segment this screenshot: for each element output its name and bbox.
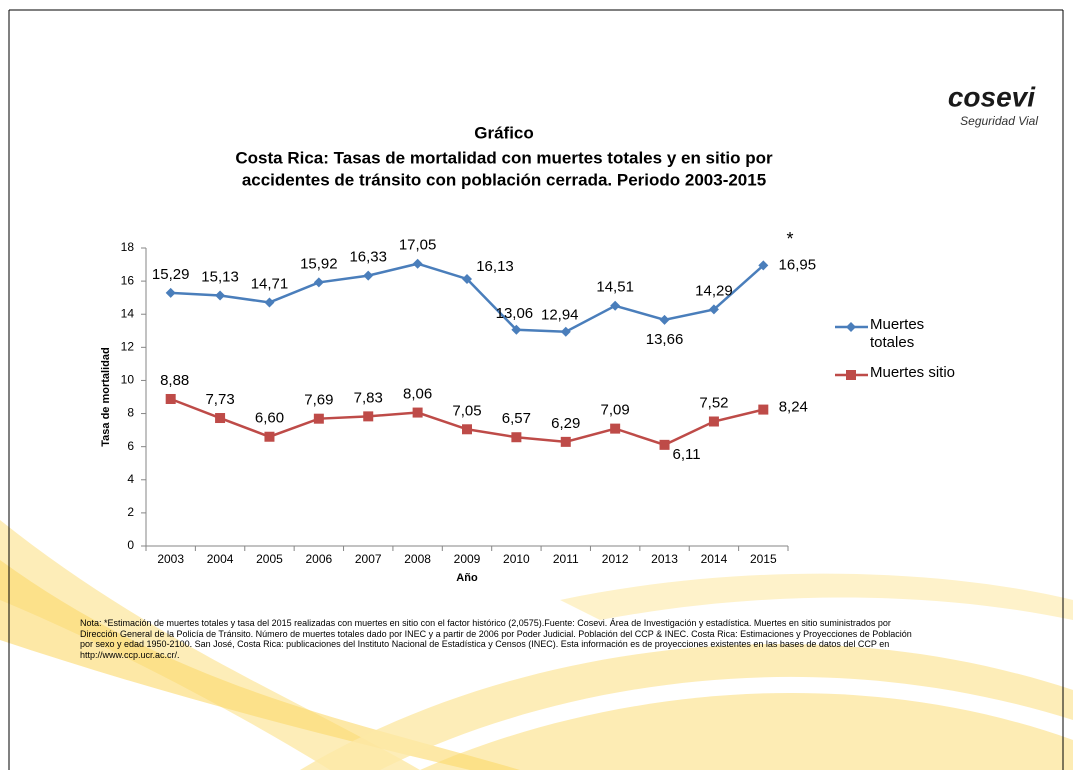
data-label: 14,71 [251, 275, 289, 292]
chart-subtitle: accidentes de tránsito con población cer… [242, 170, 766, 189]
legend-marker [846, 370, 856, 380]
data-label: 17,05 [399, 237, 437, 254]
data-label: 7,52 [699, 394, 728, 411]
data-label: 7,83 [354, 389, 383, 406]
data-label: 6,60 [255, 410, 284, 427]
point [560, 326, 571, 337]
x-tick-label: 2008 [404, 552, 431, 566]
point [412, 407, 423, 418]
x-tick-label: 2011 [553, 552, 579, 566]
point [215, 290, 226, 301]
logo-text: cosevi [948, 81, 1036, 112]
y-tick-label: 4 [127, 472, 134, 486]
x-tick-label: 2004 [207, 552, 234, 566]
data-label: 6,11 [672, 446, 700, 463]
x-tick-label: 2012 [602, 552, 629, 566]
legend-marker [846, 322, 856, 332]
y-axis-label: Tasa de mortalidad [100, 347, 112, 446]
series-line [170, 262, 765, 334]
data-label: 13,06 [496, 305, 534, 322]
legend-label: Muertes sitio [870, 364, 956, 381]
x-tick-label: 2014 [701, 552, 728, 566]
point [363, 411, 374, 422]
data-label: 16,33 [349, 249, 387, 266]
point [708, 304, 719, 315]
data-label: 12,94 [541, 307, 579, 324]
x-tick-label: 2003 [157, 552, 184, 566]
y-tick-label: 12 [121, 340, 135, 354]
point [610, 423, 621, 434]
slide-border [8, 9, 1064, 770]
point [215, 413, 226, 424]
data-label: 14,29 [695, 282, 733, 299]
data-label: 8,06 [403, 386, 432, 403]
data-label: 6,29 [551, 415, 580, 432]
y-tick-label: 0 [127, 538, 134, 552]
point [462, 273, 472, 284]
point [560, 436, 571, 447]
background-swoosh [0, 520, 1073, 770]
chart-title: Gráfico [474, 123, 534, 142]
x-axis-label: Año [456, 572, 478, 584]
legend-label: Muertes totales [870, 316, 925, 351]
y-tick-label: 16 [121, 273, 135, 287]
y-tick-label: 18 [121, 240, 135, 254]
point [610, 300, 621, 311]
point [363, 270, 374, 281]
point [511, 432, 522, 443]
point [758, 260, 769, 271]
point [659, 439, 670, 450]
point [165, 287, 176, 298]
data-label: 15,92 [300, 255, 338, 272]
data-label: 7,05 [452, 402, 481, 419]
data-label: 8,88 [160, 372, 189, 389]
x-tick-label: 2007 [355, 552, 382, 566]
data-label: 13,66 [646, 331, 684, 348]
point [462, 424, 472, 435]
point [659, 314, 670, 325]
data-label: 7,73 [205, 391, 234, 408]
point [313, 277, 324, 288]
point [264, 431, 275, 442]
data-label: 8,24 [779, 399, 808, 416]
data-label: 15,13 [201, 268, 239, 285]
data-label: 6,57 [502, 410, 531, 427]
point [758, 404, 769, 415]
y-tick-label: 10 [121, 373, 135, 387]
data-label: 16,13 [476, 258, 514, 275]
point [313, 413, 324, 424]
data-label: 7,09 [601, 402, 630, 419]
x-tick-label: 2005 [256, 552, 283, 566]
data-label: 16,95 [779, 256, 817, 273]
data-label: 14,51 [596, 279, 634, 296]
point [511, 324, 522, 335]
x-tick-label: 2013 [651, 552, 678, 566]
y-tick-label: 2 [127, 505, 134, 519]
y-tick-label: 14 [121, 306, 135, 320]
point [264, 297, 275, 308]
footnote: Nota: *Estimación de muertes totales y t… [80, 618, 912, 660]
point [165, 393, 176, 404]
x-tick-label: 2010 [503, 552, 530, 566]
logo-tagline: Seguridad Vial [960, 114, 1038, 128]
data-label: 7,69 [304, 392, 333, 409]
x-tick-label: 2006 [305, 552, 332, 566]
data-label: 15,29 [152, 266, 190, 283]
y-tick-label: 6 [127, 439, 134, 453]
point [412, 258, 423, 269]
x-tick-label: 2015 [750, 552, 777, 566]
annotation: * [786, 229, 793, 249]
x-tick-label: 2009 [454, 552, 481, 566]
chart-subtitle: Costa Rica: Tasas de mortalidad con muer… [235, 148, 773, 167]
point [708, 416, 719, 427]
y-tick-label: 8 [127, 406, 134, 420]
